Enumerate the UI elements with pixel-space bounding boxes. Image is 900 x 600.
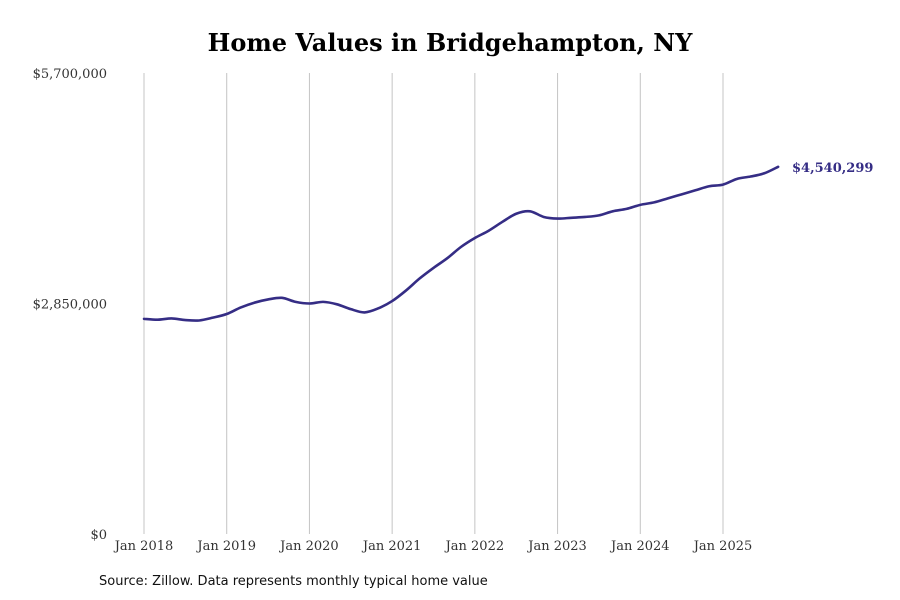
- x-tick-label: Jan 2024: [609, 539, 670, 554]
- x-tick-label: Jan 2019: [195, 539, 256, 554]
- y-tick-label: $2,850,000: [33, 298, 107, 313]
- series-group: $4,540,299: [142, 161, 873, 322]
- y-tick-label: $5,700,000: [33, 67, 107, 82]
- x-tick-label: Jan 2020: [278, 539, 339, 554]
- end-value-label: $4,540,299: [792, 161, 873, 176]
- x-tick-label: Jan 2018: [113, 539, 174, 554]
- x-tick-label: Jan 2021: [361, 539, 422, 554]
- x-tick-label: Jan 2023: [526, 539, 587, 554]
- x-axis: Jan 2018 Jan 2019 Jan 2020 Jan 2021 Jan 2022…: [113, 539, 753, 554]
- chart-title: Home Values in Bridgehampton, NY: [207, 28, 693, 57]
- source-note: Source: Zillow. Data represents monthly …: [99, 574, 488, 589]
- grid-lines: [143, 73, 724, 534]
- series-line: [142, 165, 780, 322]
- y-tick-label: $0: [90, 528, 107, 543]
- y-axis: $0 $2,850,000 $5,700,000: [33, 67, 107, 543]
- x-tick-label: Jan 2022: [444, 539, 505, 554]
- x-tick-label: Jan 2025: [692, 539, 753, 554]
